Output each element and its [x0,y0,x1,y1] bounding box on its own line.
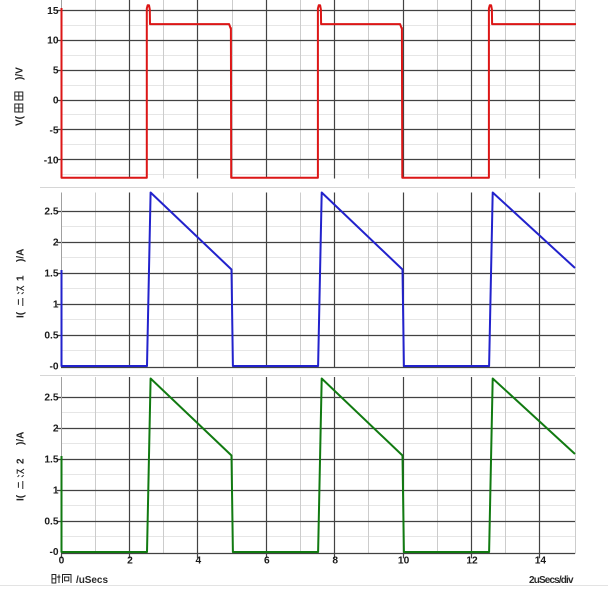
svg-text:0: 0 [53,96,59,107]
svg-text:-10: -10 [44,155,59,166]
svg-text:-0: -0 [49,547,58,558]
svg-text:0: 0 [59,556,65,567]
svg-text:2: 2 [53,424,59,435]
svg-text:10: 10 [398,556,410,567]
svg-text:I(: I( [16,311,27,318]
svg-text:2: 2 [53,238,59,249]
svg-text:)/A: )/A [16,432,27,445]
svg-text:)/A: )/A [16,249,27,262]
svg-text:2.5: 2.5 [44,393,58,404]
svg-text:1: 1 [53,300,59,311]
svg-text:2.5: 2.5 [44,207,58,218]
svg-text:-0: -0 [49,362,58,373]
svg-text:14: 14 [535,556,547,567]
svg-text:10: 10 [47,36,59,47]
svg-text:15: 15 [47,6,59,17]
svg-text:-5: -5 [49,125,58,136]
svg-text:4: 4 [195,556,201,567]
svg-text:2uSecs/div: 2uSecs/div [529,575,574,586]
svg-text:12: 12 [466,556,478,567]
svg-text:/uSecs: /uSecs [76,575,108,586]
svg-text:0.5: 0.5 [44,517,58,528]
svg-text:0.5: 0.5 [44,331,58,342]
svg-text:5: 5 [53,66,59,77]
svg-text:)/V: )/V [15,67,26,80]
svg-text:1: 1 [16,275,27,281]
svg-text:1: 1 [53,486,59,497]
svg-text:2: 2 [127,556,133,567]
svg-text:1.5: 1.5 [44,269,58,280]
svg-text:8: 8 [332,556,338,567]
svg-text:6: 6 [264,556,270,567]
svg-text:2: 2 [16,458,27,464]
svg-text:V(: V( [15,115,26,126]
svg-text:1.5: 1.5 [44,455,58,466]
svg-text:I(: I( [16,494,27,501]
